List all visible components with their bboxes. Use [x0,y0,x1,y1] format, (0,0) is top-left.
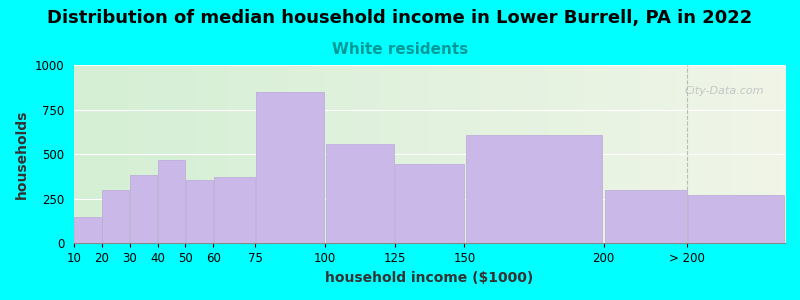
Bar [395,164,464,243]
Bar [214,177,254,243]
Text: City-Data.com: City-Data.com [684,86,764,96]
Bar [74,217,102,243]
Text: White residents: White residents [332,42,468,57]
Bar [256,92,324,243]
Bar [326,143,394,243]
X-axis label: household income ($1000): household income ($1000) [326,271,534,285]
Y-axis label: households: households [15,110,29,199]
Bar [130,175,158,243]
Bar [688,195,784,243]
Text: Distribution of median household income in Lower Burrell, PA in 2022: Distribution of median household income … [47,9,753,27]
Bar [186,180,213,243]
Bar [605,190,686,243]
Bar [466,135,602,243]
Bar [102,190,130,243]
Bar [158,160,185,243]
